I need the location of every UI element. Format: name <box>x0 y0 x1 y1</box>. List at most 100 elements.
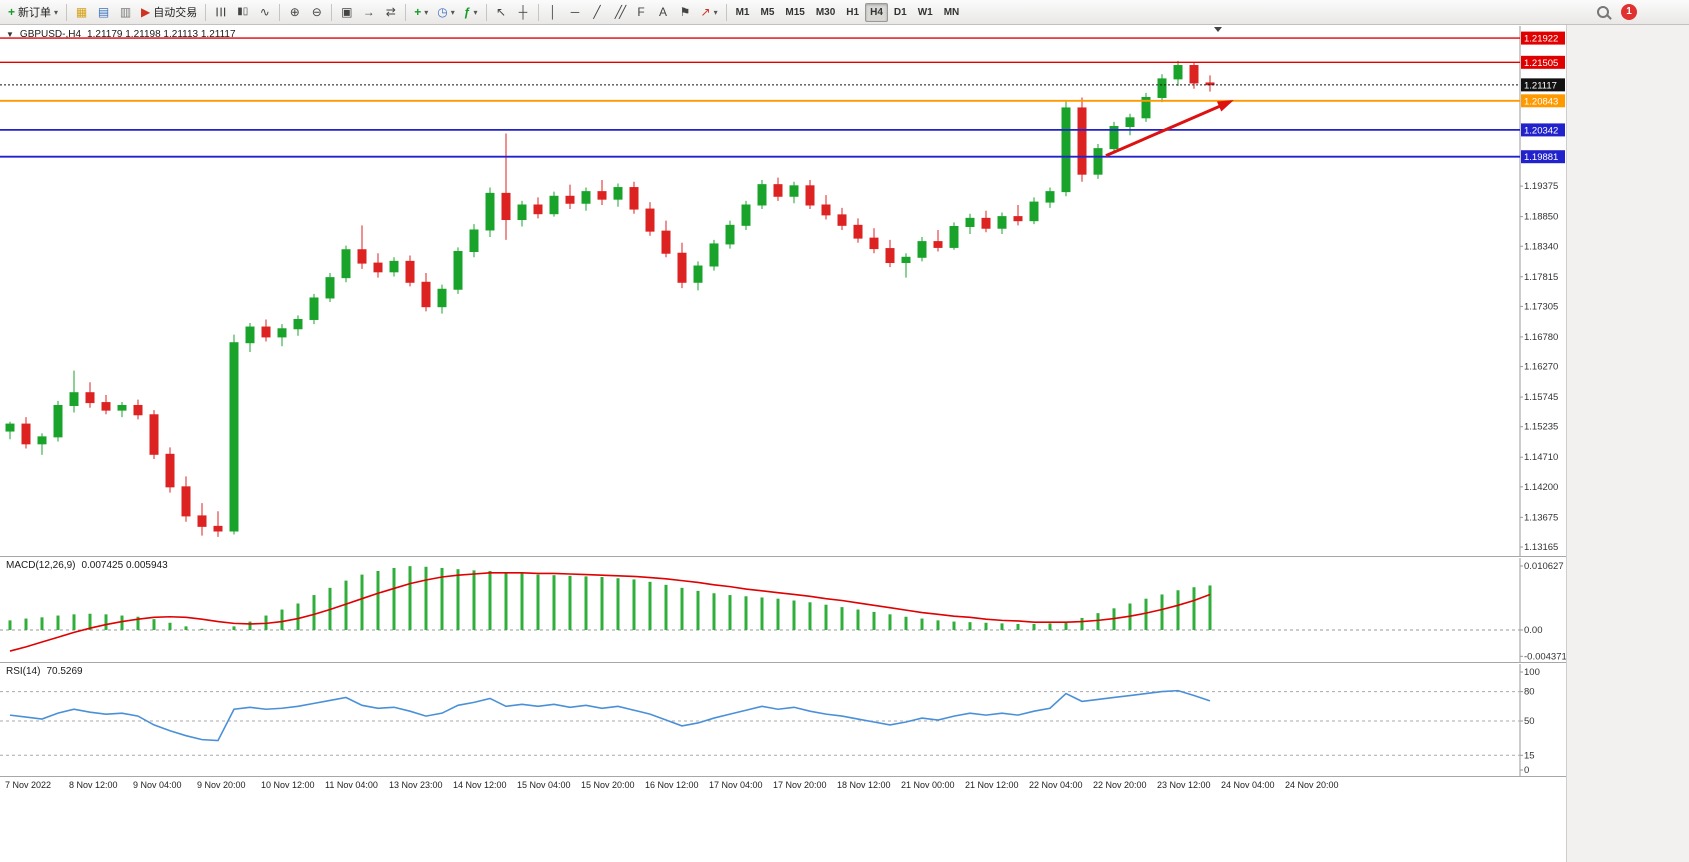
crosshair-button[interactable]: ┼ <box>513 2 534 23</box>
time-axis-label: 10 Nov 12:00 <box>261 780 315 790</box>
candle <box>437 284 447 314</box>
horizontal-line-button[interactable]: ─ <box>565 2 586 23</box>
chart-ohlc-values: 1.21179 1.21198 1.21113 1.21117 <box>87 29 236 40</box>
candle <box>533 197 543 219</box>
candle <box>293 315 303 336</box>
trendline-button[interactable]: ╱ <box>587 2 608 23</box>
price-axis-label: 1.18850 <box>1524 212 1558 223</box>
fibonacci-button[interactable]: F <box>631 2 652 23</box>
rsi-panel-canvas[interactable]: 100 80 50 15 0 <box>0 664 1566 776</box>
new-chart-button[interactable]: + ▾ <box>410 2 432 23</box>
timeframe-button-m30[interactable]: M30 <box>811 3 840 22</box>
rsi-title: RSI(14) <box>6 666 41 677</box>
timeframe-button-h4[interactable]: H4 <box>865 2 888 22</box>
panel-separator[interactable] <box>0 556 1566 557</box>
notification-badge[interactable]: 1 <box>1621 4 1637 20</box>
candle <box>869 228 879 254</box>
timeframe-button-d1[interactable]: D1 <box>889 3 912 22</box>
indicators-button[interactable]: ƒ ▾ <box>460 2 482 23</box>
timeframe-button-h1[interactable]: H1 <box>841 3 864 22</box>
indicators-icon: ƒ <box>463 5 471 19</box>
macd-title: MACD(12,26,9) <box>6 560 76 571</box>
candle <box>501 133 511 240</box>
rsi-axis-label: 15 <box>1524 750 1535 761</box>
time-axis[interactable]: 7 Nov 2022 8 Nov 12:00 9 Nov 04:00 9 Nov 20… <box>0 777 1566 797</box>
candle <box>901 253 911 278</box>
candle <box>661 220 671 258</box>
price-axis-label: 1.15235 <box>1524 422 1558 433</box>
candle <box>1205 75 1215 92</box>
candlestick-button[interactable]: ▮▯ <box>232 2 253 23</box>
market-watch-button[interactable]: ▤ <box>93 2 114 23</box>
price-badge-label: 1.21117 <box>1524 80 1557 91</box>
time-axis-label: 13 Nov 23:00 <box>389 780 443 790</box>
candle <box>405 255 415 287</box>
main-chart-canvas[interactable]: 1.19375 1.18850 1.18340 1.17815 1.17305 1.167… <box>0 26 1566 556</box>
rsi-axis-label: 50 <box>1524 716 1535 727</box>
timeframe-button-m5[interactable]: M5 <box>755 3 779 22</box>
price-axis-label: 1.16270 <box>1524 362 1558 373</box>
auto-scroll-button[interactable]: → <box>358 2 379 23</box>
candle <box>181 476 191 522</box>
autotrading-icon: ▶ <box>141 5 151 19</box>
candle <box>741 200 751 230</box>
autotrading-button[interactable]: ▶ 自动交易 <box>137 2 201 23</box>
macd-panel-canvas[interactable]: 0.010627 0.00 -0.004371 <box>0 558 1566 662</box>
trend-arrow-annotation[interactable] <box>1105 100 1234 157</box>
price-badge <box>1521 31 1565 45</box>
chevron-down-icon: ▾ <box>713 7 718 17</box>
tile-windows-button[interactable]: ▣ <box>336 2 357 23</box>
search-button[interactable] <box>1592 2 1613 23</box>
chart-shift-marker[interactable] <box>1214 27 1222 32</box>
macd-axis-label: -0.004371 <box>1524 651 1566 662</box>
candle <box>837 207 847 230</box>
navigator-button[interactable]: ▥ <box>115 2 136 23</box>
price-axis-labels: 1.19375 1.18850 1.18340 1.17815 1.17305 1.167… <box>1520 181 1558 553</box>
cursor-button[interactable]: ↖ <box>491 2 512 23</box>
timeframe-button-m1[interactable]: M1 <box>731 3 755 22</box>
zoom-out-button[interactable]: ⊖ <box>306 2 327 23</box>
timeframe-button-w1[interactable]: W1 <box>913 3 938 22</box>
candlestick-icon: ▮▯ <box>237 6 249 17</box>
candle <box>453 247 463 294</box>
price-badge-label: 1.20843 <box>1524 96 1558 107</box>
time-axis-label: 15 Nov 20:00 <box>581 780 635 790</box>
price-badge-label: 1.21505 <box>1524 58 1558 69</box>
vertical-line-icon: │ <box>549 5 557 19</box>
macd-axis-label: 0.010627 <box>1524 561 1564 572</box>
time-axis-label: 23 Nov 12:00 <box>1157 780 1211 790</box>
charts-button[interactable]: ▦ <box>71 2 92 23</box>
market-watch-icon: ▤ <box>97 5 110 19</box>
bar-chart-button[interactable]: ☰ <box>210 2 231 23</box>
periods-button[interactable]: ◷ ▾ <box>433 2 459 23</box>
panel-separator[interactable] <box>0 662 1566 663</box>
label-button[interactable]: ⚑ <box>675 2 696 23</box>
timeframe-button-mn[interactable]: MN <box>939 3 965 22</box>
line-chart-button[interactable]: ∿ <box>254 2 275 23</box>
candle <box>277 324 287 347</box>
text-button[interactable]: A <box>653 2 674 23</box>
price-badge-label: 1.21922 <box>1524 34 1558 45</box>
horizontal-line-icon: ─ <box>570 5 580 19</box>
time-axis-label: 24 Nov 20:00 <box>1285 780 1339 790</box>
toolbar-separator <box>725 3 727 21</box>
candle <box>789 181 799 204</box>
macd-header: MACD(12,26,9) 0.007425 0.005943 <box>6 560 168 571</box>
candle <box>725 220 735 249</box>
ohlc-toggle-icon[interactable]: ▼ <box>6 30 14 39</box>
arrows-button[interactable]: ↗ ▾ <box>697 2 722 23</box>
timeframe-button-m15[interactable]: M15 <box>780 3 809 22</box>
candle <box>101 395 111 415</box>
channel-button[interactable]: ╱╱ <box>609 2 630 23</box>
candle <box>1109 121 1119 153</box>
candle <box>325 272 335 303</box>
candle <box>37 433 47 455</box>
candle <box>1077 97 1087 182</box>
candle <box>597 180 607 205</box>
rsi-axis-label: 100 <box>1524 667 1540 678</box>
new-order-button[interactable]: + 新订单 ▾ <box>4 2 62 23</box>
zoom-in-button[interactable]: ⊕ <box>284 2 305 23</box>
chart-shift-button[interactable]: ⇄ <box>380 2 401 23</box>
vertical-line-button[interactable]: │ <box>543 2 564 23</box>
candle <box>1013 204 1023 226</box>
